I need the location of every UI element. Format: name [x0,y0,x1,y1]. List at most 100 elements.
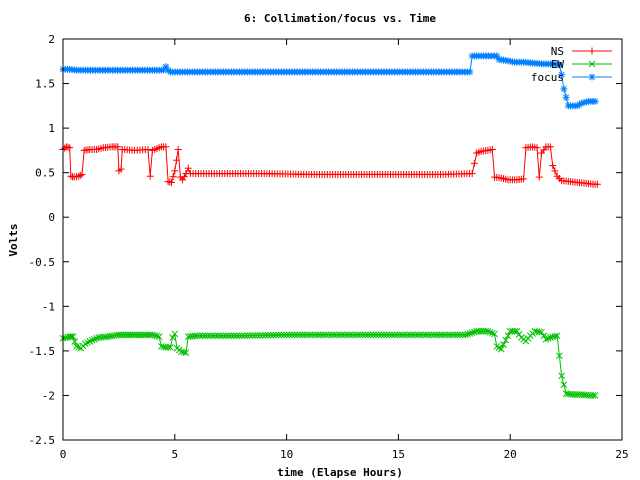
y-tick-label: 1 [48,122,55,135]
data-point [555,61,563,69]
data-point [391,331,398,339]
series-ew [59,327,599,399]
plot-frame [62,38,623,441]
legend-label: EW [551,58,565,71]
data-point [546,143,554,151]
data-point [251,332,259,339]
data-point [166,343,174,351]
data-point [78,170,86,178]
data-point [388,331,396,339]
data-point [422,331,430,339]
data-point [206,332,214,340]
data-point [420,331,427,339]
data-point [88,336,96,344]
data-point [558,71,566,79]
data-point [146,172,154,180]
data-point [285,331,293,339]
data-point [385,331,393,339]
data-point [540,332,548,340]
legend-marker [588,47,596,55]
series-ns [59,143,601,188]
x-tick-label: 0 [60,448,67,461]
data-point [162,143,170,151]
data-point [553,332,561,340]
data-point [193,332,201,340]
data-point [359,331,367,339]
data-point [212,332,219,340]
data-point [370,331,377,339]
data-point [435,331,443,339]
data-point [511,327,519,335]
y-tick-label: 0 [48,211,55,224]
data-point [533,144,541,152]
data-point [174,145,182,153]
data-point [591,392,599,399]
data-point [549,333,557,341]
data-point [333,331,340,339]
series-line-ew [62,330,596,396]
data-point [184,164,192,172]
data-point [380,331,388,339]
data-point [256,332,264,339]
data-point [220,332,227,340]
data-point [291,331,298,339]
data-point [338,331,346,339]
data-point [73,343,80,350]
data-point [500,341,507,349]
data-point [180,348,188,356]
data-point [217,332,225,340]
data-point [377,331,385,339]
data-point [441,331,448,339]
data-point [169,334,176,341]
data-point [513,327,521,335]
data-point [196,332,204,340]
axes: 0 5 10 15 20 25 -2.5 -2 -1.5 -1 -0.5 0 0.5 1 1.5 2 [29,33,629,461]
data-point [153,332,161,340]
data-point [327,331,335,339]
data-point [90,335,98,343]
data-point [414,331,422,339]
data-point [346,331,354,339]
data-point [214,332,222,340]
data-point [204,332,212,340]
data-point [296,331,304,339]
y-tick-label: -1.5 [29,345,56,358]
data-point [68,333,75,340]
legend-entry-ns: NS [551,45,612,58]
data-point [164,343,172,351]
x-axis-label: time (Elapse Hours) [277,466,403,479]
data-point [280,331,288,339]
data-point [209,332,217,340]
data-point [270,331,277,339]
data-point [230,332,238,340]
data-point [488,329,496,337]
legend-entry-focus: focus [531,71,612,84]
legend-label: NS [551,45,564,58]
data-point [180,173,188,181]
data-point [322,331,330,339]
data-point [199,332,206,340]
data-point [544,335,552,342]
data-point [425,331,433,339]
data-point [238,332,246,340]
data-point [551,332,559,340]
data-point [114,143,122,151]
data-point [76,171,84,179]
y-tick-label: 1.5 [35,78,55,91]
x-tick-label: 20 [504,448,517,461]
data-point [438,331,446,339]
legend-entry-ew: EW [551,58,612,71]
data-point [155,333,163,340]
data-point [393,331,401,339]
data-point [354,331,361,339]
data-point [172,156,180,164]
x-tick-label: 15 [392,448,405,461]
plot-area [59,52,601,399]
data-point [222,332,230,340]
data-point [468,329,476,337]
data-point [317,331,325,339]
data-point [351,331,359,339]
data-point [241,332,248,340]
data-point [75,172,83,180]
